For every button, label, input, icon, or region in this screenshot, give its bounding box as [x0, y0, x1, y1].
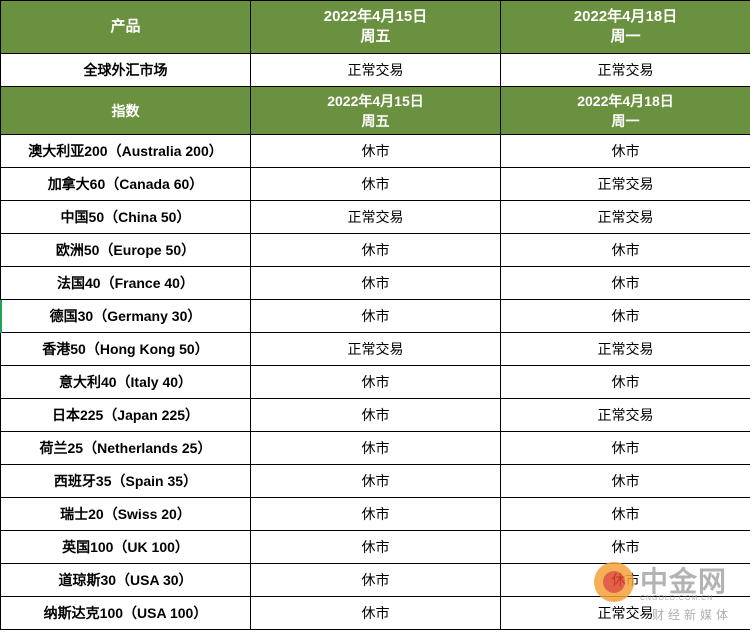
product-column-header: 产品	[0, 0, 251, 54]
index-status1-cell: 休市	[250, 530, 501, 564]
watermark-title: 中金网	[640, 565, 728, 598]
index-name-cell: 道琼斯30（USA 30）	[0, 563, 251, 597]
day2-label: 周一	[610, 28, 641, 45]
table-row: 日本225（Japan 225） 休市 正常交易	[0, 398, 750, 432]
index-status1-cell: 休市	[250, 167, 501, 201]
index-status2-cell: 休市	[500, 134, 750, 168]
index-name-cell: 日本225（Japan 225）	[0, 398, 251, 432]
index-name-cell: 法国40（France 40）	[0, 266, 251, 300]
index-status1-cell: 休市	[250, 299, 501, 333]
watermark: 中金网 CNGOLD.COM.CN 财经新媒体	[590, 556, 750, 628]
index-name-cell: 纳斯达克100（USA 100）	[0, 596, 251, 630]
watermark-subtitle: 财经新媒体	[652, 608, 733, 622]
index-date2-label: 2022年4月18日	[577, 92, 674, 109]
index-status1-cell: 正常交易	[250, 200, 501, 234]
index-status2-cell: 正常交易	[500, 398, 750, 432]
header-row-product: 产品 2022年4月15日 周五 2022年4月18日 周一	[0, 0, 750, 54]
index-day2-label: 周一	[611, 112, 640, 129]
index-name-cell: 澳大利亚200（Australia 200）	[0, 134, 251, 168]
forex-status2-cell: 正常交易	[500, 53, 750, 87]
date1-column-header: 2022年4月15日 周五	[250, 0, 501, 54]
table-row: 荷兰25（Netherlands 25） 休市 休市	[0, 431, 750, 465]
watermark-url: CNGOLD.COM.CN	[640, 595, 714, 602]
index-status1-cell: 休市	[250, 365, 501, 399]
header-row-index: 指数 2022年4月15日 周五 2022年4月18日 周一	[0, 86, 750, 135]
table-row-forex: 全球外汇市场 正常交易 正常交易	[0, 53, 750, 87]
index-name-cell: 香港50（Hong Kong 50）	[0, 332, 251, 366]
table-row: 澳大利亚200（Australia 200） 休市 休市	[0, 134, 750, 168]
table-row: 纳斯达克100（USA 100） 休市 正常交易	[0, 596, 750, 630]
index-status1-cell: 休市	[250, 596, 501, 630]
forex-name-cell: 全球外汇市场	[0, 53, 251, 87]
index-status1-cell: 正常交易	[250, 332, 501, 366]
table-row: 加拿大60（Canada 60） 休市 正常交易	[0, 167, 750, 201]
index-status2-cell: 正常交易	[500, 200, 750, 234]
index-name-cell: 西班牙35（Spain 35）	[0, 464, 251, 498]
index-name-cell: 意大利40（Italy 40）	[0, 365, 251, 399]
index-name-cell: 荷兰25（Netherlands 25）	[0, 431, 251, 465]
date2-column-header: 2022年4月18日 周一	[500, 0, 750, 54]
index-date1-label: 2022年4月15日	[327, 92, 424, 109]
index-status1-cell: 休市	[250, 497, 501, 531]
index-status1-cell: 休市	[250, 233, 501, 267]
table-row: 瑞士20（Swiss 20） 休市 休市	[0, 497, 750, 531]
day1-label: 周五	[360, 28, 391, 45]
forex-status1-cell: 正常交易	[250, 53, 501, 87]
index-date2-column-header: 2022年4月18日 周一	[500, 86, 750, 135]
cngold-logo-icon	[594, 562, 634, 602]
date1-label: 2022年4月15日	[323, 8, 428, 25]
index-status2-cell: 正常交易	[500, 167, 750, 201]
table-row: 意大利40（Italy 40） 休市 休市	[0, 365, 750, 399]
index-day1-label: 周五	[361, 112, 390, 129]
index-status1-cell: 休市	[250, 134, 501, 168]
table-row: 德国30（Germany 30） 休市 休市	[0, 299, 750, 333]
index-status2-cell: 休市	[500, 497, 750, 531]
row-edge-marker	[0, 300, 2, 333]
table-row: 香港50（Hong Kong 50） 正常交易 正常交易	[0, 332, 750, 366]
index-status1-cell: 休市	[250, 563, 501, 597]
index-column-header: 指数	[0, 86, 251, 135]
index-status1-cell: 休市	[250, 464, 501, 498]
date2-label: 2022年4月18日	[573, 8, 678, 25]
index-status1-cell: 休市	[250, 266, 501, 300]
index-status2-cell: 休市	[500, 365, 750, 399]
table-row: 中国50（China 50） 正常交易 正常交易	[0, 200, 750, 234]
table-row: 西班牙35（Spain 35） 休市 休市	[0, 464, 750, 498]
index-name-cell: 中国50（China 50）	[0, 200, 251, 234]
index-status2-cell: 休市	[500, 431, 750, 465]
index-name-cell: 瑞士20（Swiss 20）	[0, 497, 251, 531]
index-status2-cell: 正常交易	[500, 332, 750, 366]
table-row: 法国40（France 40） 休市 休市	[0, 266, 750, 300]
index-name-cell: 欧洲50（Europe 50）	[0, 233, 251, 267]
table-row: 欧洲50（Europe 50） 休市 休市	[0, 233, 750, 267]
index-status2-cell: 休市	[500, 233, 750, 267]
index-status2-cell: 休市	[500, 266, 750, 300]
index-date1-column-header: 2022年4月15日 周五	[250, 86, 501, 135]
index-status2-cell: 休市	[500, 299, 750, 333]
index-status1-cell: 休市	[250, 431, 501, 465]
index-name-cell: 英国100（UK 100）	[0, 530, 251, 564]
index-status1-cell: 休市	[250, 398, 501, 432]
index-status2-cell: 休市	[500, 464, 750, 498]
index-name-cell: 加拿大60（Canada 60）	[0, 167, 251, 201]
index-name-cell: 德国30（Germany 30）	[0, 299, 251, 333]
